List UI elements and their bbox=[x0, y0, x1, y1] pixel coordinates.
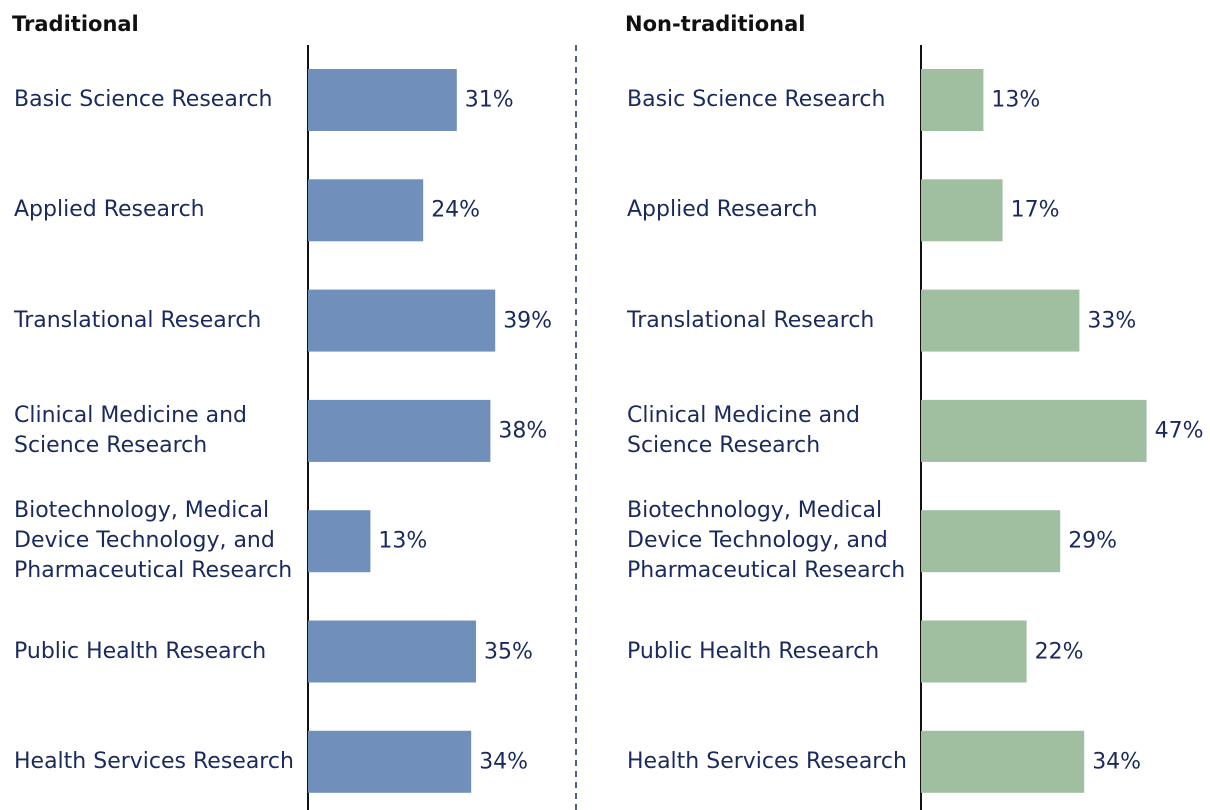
category-label: Translational Research bbox=[627, 307, 875, 333]
bar bbox=[308, 620, 476, 683]
category-label: Applied Research bbox=[627, 197, 818, 223]
category-label: Basic Science Research bbox=[627, 87, 886, 112]
category-label: Public Health Research bbox=[627, 638, 880, 664]
bar bbox=[308, 69, 457, 131]
category-label: Basic Science Research bbox=[14, 87, 273, 112]
bar bbox=[308, 399, 491, 462]
value-label: 17% bbox=[1010, 197, 1060, 223]
category-label: Biotechnology, Medical Device Technology… bbox=[14, 498, 293, 584]
value-label: 35% bbox=[484, 639, 533, 664]
bar bbox=[921, 730, 1085, 793]
value-label: 31% bbox=[464, 87, 514, 113]
chart-title: Traditional bbox=[12, 12, 139, 36]
bar bbox=[921, 510, 1061, 573]
bar bbox=[308, 289, 496, 352]
category-label: Health Services Research bbox=[14, 748, 294, 774]
category-label: Applied Research bbox=[14, 197, 205, 223]
value-label: 34% bbox=[479, 749, 529, 775]
value-label: 34% bbox=[1092, 749, 1142, 775]
value-label: 22% bbox=[1034, 639, 1084, 664]
value-label: 38% bbox=[498, 418, 548, 444]
category-label: Public Health Research bbox=[14, 638, 267, 664]
bar bbox=[921, 620, 1027, 683]
category-label: Health Services Research bbox=[627, 748, 907, 774]
bar bbox=[308, 730, 472, 793]
category-label: Translational Research bbox=[14, 307, 262, 333]
value-label: 39% bbox=[503, 308, 553, 334]
value-label: 29% bbox=[1068, 528, 1118, 554]
bar bbox=[921, 399, 1147, 462]
value-label: 33% bbox=[1087, 308, 1137, 334]
bar bbox=[921, 69, 984, 131]
bar bbox=[921, 289, 1080, 352]
category-label: Biotechnology, Medical Device Technology… bbox=[627, 498, 906, 584]
value-label: 13% bbox=[991, 87, 1041, 113]
category-label: Clinical Medicine and Science Research bbox=[14, 402, 247, 458]
category-label: Clinical Medicine and Science Research bbox=[627, 402, 860, 458]
value-label: 24% bbox=[431, 197, 481, 223]
bar bbox=[308, 510, 371, 573]
bar bbox=[921, 179, 1003, 242]
bar bbox=[308, 179, 424, 242]
value-label: 13% bbox=[378, 528, 428, 554]
value-label: 47% bbox=[1154, 418, 1204, 444]
chart-title: Non-traditional bbox=[625, 12, 806, 36]
